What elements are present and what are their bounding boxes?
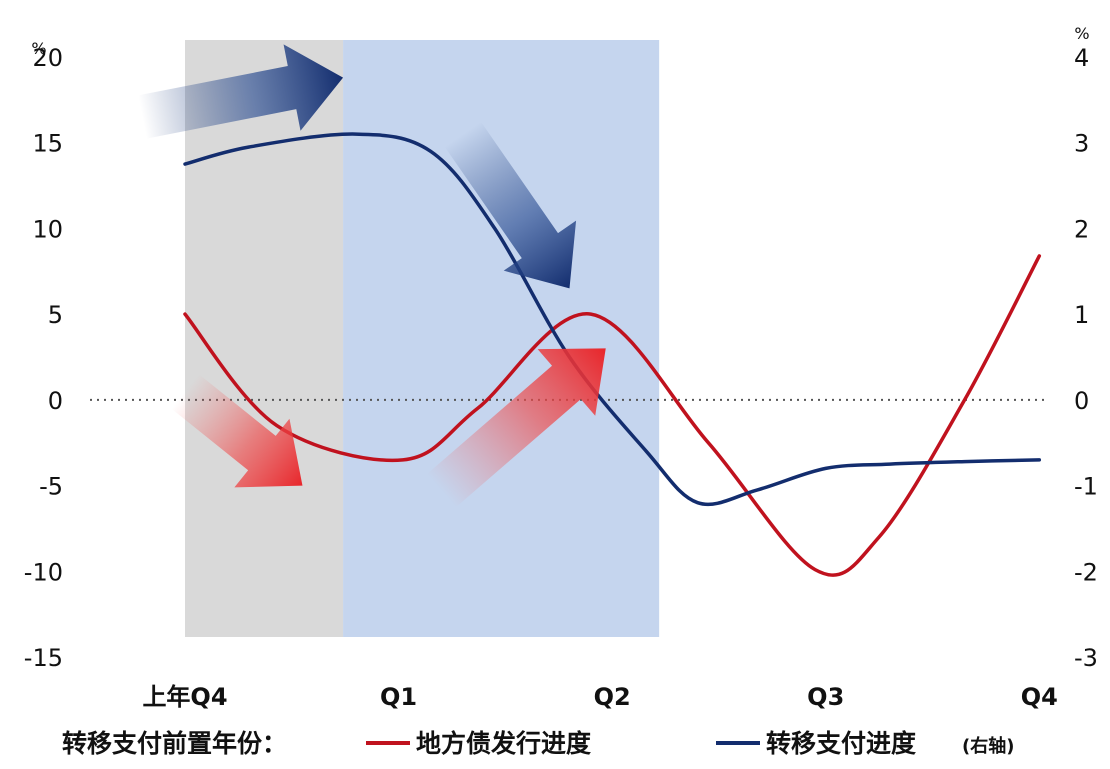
trend-arrow-3 bbox=[426, 348, 606, 508]
series-lines bbox=[183, 132, 1042, 577]
left-tick-label: 10 bbox=[32, 215, 63, 243]
x-tick-label: 上年Q4 bbox=[142, 683, 227, 711]
x-tick-label: Q3 bbox=[807, 683, 844, 711]
trend-arrow-2 bbox=[171, 374, 303, 488]
legend-label-transfer-suffix: (右轴) bbox=[962, 735, 1014, 757]
trend-arrows bbox=[138, 44, 606, 508]
series-line-0 bbox=[183, 254, 1042, 577]
left-tick-label: 15 bbox=[32, 130, 63, 158]
right-tick-label: 2 bbox=[1074, 215, 1089, 243]
right-axis-ticks: 4 3 2 1 0 -1 -2 -3 bbox=[1074, 44, 1098, 672]
legend-label-local-bond: 地方债发行进度 bbox=[416, 729, 591, 758]
legend-label-transfer: 转移支付进度 bbox=[766, 729, 916, 758]
x-axis-ticks: 上年Q4 Q1 Q2 Q3 Q4 bbox=[142, 683, 1057, 711]
right-tick-label: -2 bbox=[1074, 558, 1098, 586]
left-tick-label: -10 bbox=[24, 558, 63, 586]
left-tick-label: -15 bbox=[24, 644, 63, 672]
left-tick-label: 20 bbox=[32, 44, 63, 72]
left-tick-label: -5 bbox=[39, 473, 63, 501]
x-tick-label: Q4 bbox=[1021, 683, 1058, 711]
axes: % % bbox=[31, 24, 1089, 58]
x-tick-label: Q2 bbox=[594, 683, 631, 711]
shaded-regions bbox=[185, 40, 660, 637]
right-tick-label: 4 bbox=[1074, 44, 1089, 72]
right-tick-label: 3 bbox=[1074, 130, 1089, 158]
x-tick-label: Q1 bbox=[380, 683, 417, 711]
left-axis-ticks: 20 15 10 5 0 -5 -10 -15 bbox=[24, 44, 63, 672]
right-tick-label: 1 bbox=[1074, 301, 1089, 329]
legend-prefix: 转移支付前置年份： bbox=[62, 729, 287, 758]
series-line-1 bbox=[183, 132, 1042, 507]
left-axis-unit: % bbox=[31, 39, 46, 58]
right-tick-label: -1 bbox=[1074, 473, 1098, 501]
legend: 转移支付前置年份： 地方债发行进度 转移支付进度 (右轴) bbox=[62, 729, 1014, 758]
right-tick-label: -3 bbox=[1074, 644, 1098, 672]
left-tick-label: 5 bbox=[48, 301, 63, 329]
shaded-region-0 bbox=[185, 40, 344, 637]
left-tick-label: 0 bbox=[48, 387, 63, 415]
shaded-region-1 bbox=[343, 40, 660, 637]
right-tick-label: 0 bbox=[1074, 387, 1089, 415]
trend-arrow-1 bbox=[444, 121, 577, 289]
right-axis-unit: % bbox=[1074, 24, 1089, 43]
trend-arrow-0 bbox=[138, 44, 344, 139]
